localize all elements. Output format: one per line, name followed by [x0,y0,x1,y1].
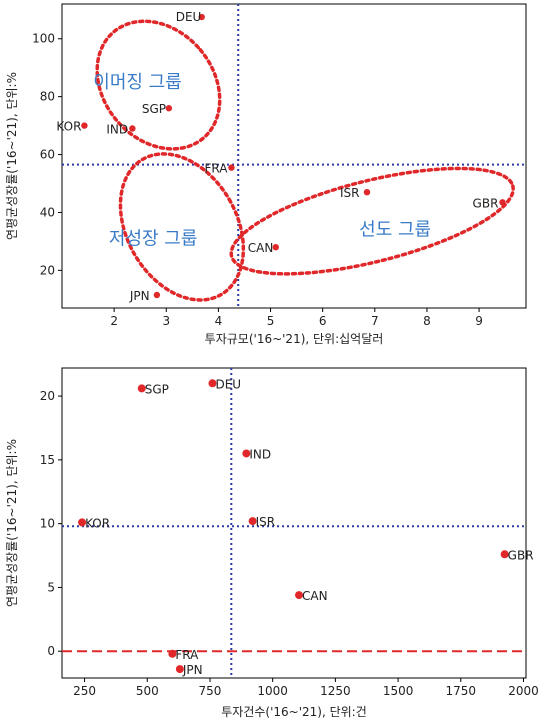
data-point-can [295,591,304,600]
data-label-jpn: JPN [182,663,203,677]
y-tick-label: 10 [40,517,55,531]
data-label-ind: IND [106,122,128,136]
x-tick-label: 500 [136,684,159,698]
data-point-kor [81,122,88,129]
x-tick-label: 1000 [257,684,288,698]
x-tick-label: 250 [73,684,96,698]
data-point-ind [242,449,251,458]
y-axis-title: 연평균성장률('16~'21), 단위:% [5,72,19,240]
data-point-ind [129,125,136,132]
data-point-kor [78,518,87,527]
chart-panel-2: 250 500 750 1000 1250 1500 1750 2000 0 5 10 15 20 투자건… [5,367,539,719]
data-label-sgp: SGP [142,102,166,116]
chart-panel-1: 2 3 4 5 6 7 8 9 20 40 60 80 100 투자규모('16~'21), 단위:십억달… [5,3,527,346]
y-tick-label: 20 [40,263,55,277]
plot-frame [61,367,527,679]
data-point-gbr [499,199,506,206]
data-label-gbr: GBR [508,548,534,562]
x-tick-label: 1750 [446,684,477,698]
data-label-jpn: JPN [129,289,150,303]
data-label-kor: KOR [56,120,81,134]
data-point-isr [363,188,371,196]
data-label-can: CAN [302,589,328,603]
group-ellipse [229,166,515,276]
group-label: 저성장 그룹 [109,228,198,249]
data-label-can: CAN [248,241,274,255]
plot-frame [61,3,527,309]
x-tick-label: 750 [199,684,222,698]
y-tick-label: 40 [40,205,55,219]
data-point-deu [208,379,217,388]
data-label-fra: FRA [204,162,228,176]
data-point-fra [168,649,177,658]
y-tick-label: 20 [40,389,55,403]
data-point-fra [228,164,235,171]
x-tick-label: 5 [267,314,275,328]
x-tick-label: 1250 [320,684,351,698]
x-tick-label: 8 [423,314,431,328]
data-point-gbr [500,550,509,559]
data-label-ind: IND [249,447,271,461]
x-tick-label: 2 [110,314,118,328]
data-label-kor: KOR [85,516,110,530]
x-tick-label: 4 [215,314,223,328]
group-label: 이머징 그룹 [93,72,182,93]
data-label-deu: DEU [215,377,241,391]
data-point-isr [248,517,257,526]
group-label: 선도 그룹 [359,220,431,241]
y-tick-label: 60 [40,148,55,162]
data-label-deu: DEU [176,10,202,24]
y-tick-label: 100 [32,32,55,46]
x-tick-label: 7 [371,314,379,328]
x-tick-label: 1500 [383,684,414,698]
data-label-gbr: GBR [473,196,499,210]
data-point-deu [198,13,205,21]
y-tick-label: 15 [40,453,55,467]
x-tick-label: 3 [162,314,170,328]
y-tick-label: 0 [47,644,55,658]
x-tick-label: 6 [319,314,327,328]
data-label-isr: ISR [256,515,276,529]
y-tick-label: 80 [40,90,55,104]
x-tick-label: 2000 [508,684,539,698]
data-label-isr: ISR [340,186,360,200]
data-point-sgp [137,384,146,393]
x-tick-label: 9 [475,314,483,328]
data-label-fra: FRA [175,648,199,662]
group-ellipse [118,152,246,302]
x-axis-title: 투자건수('16~'21), 단위:건 [221,705,367,719]
data-point-can [272,244,279,251]
x-axis-title: 투자규모('16~'21), 단위:십억달러 [205,332,384,346]
data-point-jpn [175,665,184,674]
data-point-jpn [153,291,161,299]
data-label-sgp: SGP [145,382,169,396]
group-ellipse [95,19,222,151]
data-point-sgp [165,105,173,112]
y-axis-title: 연평균성장률('16~'21), 단위:% [5,439,19,607]
y-tick-label: 5 [47,580,55,594]
